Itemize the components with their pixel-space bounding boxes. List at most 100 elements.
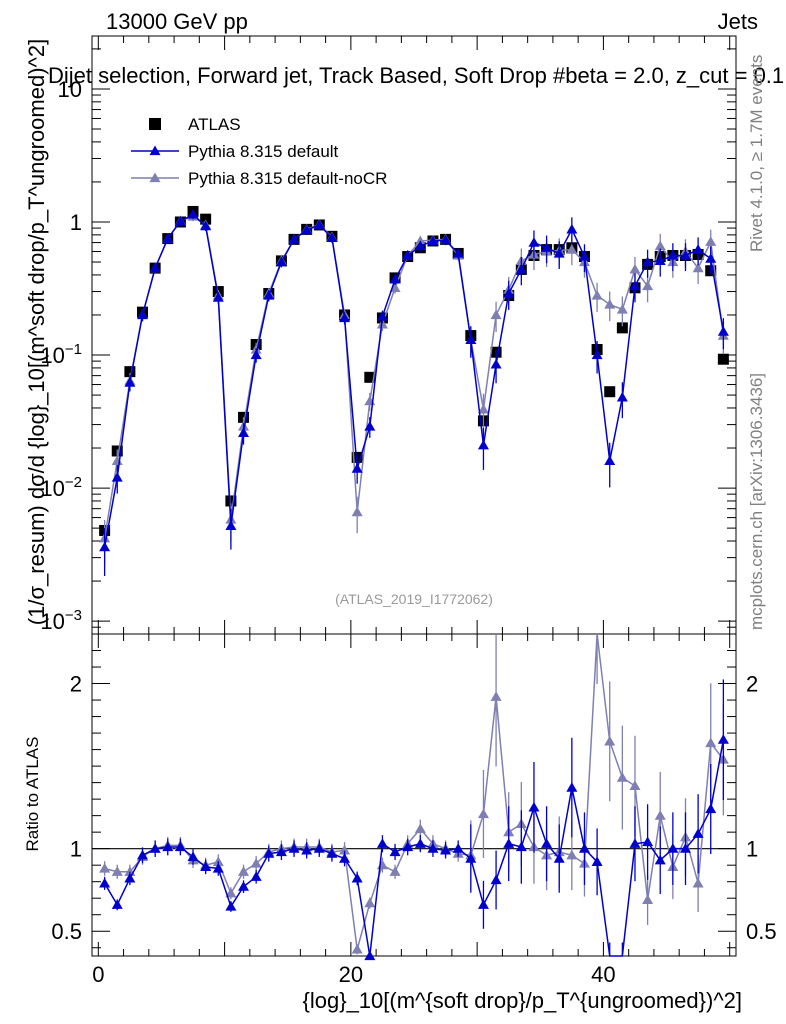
atlas-point: [717, 353, 729, 365]
pythia-default-ratio-point: [301, 844, 313, 855]
pythia-default-point: [503, 288, 515, 298]
pythia-default-point: [124, 377, 136, 387]
pythia-default-point: [465, 334, 477, 344]
pythia-nocr-line: [103, 215, 725, 539]
pythia-nocr-point: [490, 309, 502, 320]
pythia-default-point: [149, 262, 161, 273]
pythia-default-point: [427, 235, 439, 246]
pythia-default-ratio-point: [351, 872, 363, 883]
pythia-default-ratio-point: [667, 843, 679, 853]
pythia-nocr-ratio-point: [238, 866, 250, 876]
pythia-default-point: [187, 208, 199, 219]
pythia-nocr-ratio-point: [566, 849, 578, 860]
pythia-default-ratio-point: [162, 841, 174, 852]
pythia-default-point: [174, 215, 186, 226]
pythia-default-point: [414, 240, 426, 251]
header-jets: Jets: [718, 9, 758, 34]
pythia-default-point: [238, 427, 250, 437]
pythia-default-ratio-point: [137, 849, 149, 860]
pythia-default-point: [705, 253, 717, 263]
pythia-default-ratio-point: [339, 853, 351, 863]
pythia-default-ratio-point: [238, 881, 250, 891]
pythia-default-ratio-point: [705, 803, 717, 814]
pythia-default-ratio-point: [124, 872, 136, 883]
pythia-default-point: [301, 224, 313, 235]
pythia-default-ratio-point: [440, 844, 452, 855]
x-tick-label: 0: [92, 962, 104, 987]
pythia-default-point: [250, 349, 262, 360]
pythia-nocr-point: [604, 298, 616, 309]
pythia-default-ratio-point: [187, 851, 199, 862]
pythia-nocr-point: [616, 303, 628, 314]
pythia-nocr-point: [414, 235, 426, 246]
pythia-default-point: [288, 233, 300, 244]
pythia-default-ratio-point: [263, 848, 275, 858]
pythia-default-ratio-point: [149, 843, 161, 853]
pythia-default-ratio-point: [99, 877, 111, 888]
pythia-default-ratio-point: [692, 828, 704, 838]
legend-label: Pythia 8.315 default-noCR: [188, 169, 387, 188]
pythia-default-point: [263, 290, 275, 300]
pythia-nocr-ratio-point: [477, 808, 489, 819]
pythia-nocr-ratio-point: [389, 866, 401, 876]
legend-marker: [149, 145, 161, 156]
pythia-default-ratio-point: [389, 846, 401, 857]
atlas-point: [200, 213, 212, 225]
legend-label: Pythia 8.315 default: [188, 142, 339, 161]
ratio-tick-label: 1: [70, 837, 82, 862]
legend-label: ATLAS: [188, 115, 241, 134]
y-tick-label: 10−2: [40, 474, 82, 501]
pythia-default-ratio-point: [654, 854, 666, 865]
pythia-nocr-ratio-point: [225, 887, 237, 898]
x-axis-title: {log}_10[(m^{soft drop}/p_T^{ungroomed})…: [303, 988, 742, 1013]
pythia-nocr-point: [629, 263, 641, 274]
pythia-nocr-point: [376, 318, 388, 329]
pythia-nocr-ratio-point: [212, 856, 224, 867]
legend: ATLAS Pythia 8.315 default Pythia 8.315 de…: [131, 115, 387, 188]
pythia-default-point: [629, 280, 641, 291]
pythia-default-point: [402, 249, 414, 260]
pythia-nocr-ratio-point: [414, 823, 426, 833]
y-tick-label: 10: [58, 77, 82, 102]
pythia-default-point: [717, 326, 729, 336]
pythia-default-ratio-point: [364, 950, 376, 961]
pythia-nocr-ratio-point: [490, 691, 502, 701]
y-tick-label: 1: [70, 210, 82, 235]
pythia-default-ratio-point: [477, 899, 489, 909]
y-axis-title-ratio: Ratio to ATLAS: [23, 737, 42, 852]
pythia-nocr-ratio-point: [629, 780, 641, 791]
pythia-default-ratio-point: [376, 838, 388, 848]
rivet-label: Rivet 4.1.0, ≥ 1.7M events: [747, 55, 766, 252]
ratio-tick-label-right: 0.5: [746, 919, 777, 944]
y-tick-label: 10−3: [40, 607, 82, 634]
pythia-default-point: [616, 391, 628, 402]
pythia-default-point: [553, 247, 565, 258]
atlas-point: [616, 322, 628, 334]
pythia-default-ratio-point: [578, 843, 590, 853]
pythia-nocr-point: [566, 244, 578, 254]
pythia-default-point: [654, 255, 666, 266]
tick-labels: 0 20 40 10−3 10−2 10−1 1 10 0.5 0.5 1 1 2 2: [40, 77, 776, 987]
pythia-default-point: [111, 472, 123, 482]
pythia-default-point: [364, 421, 376, 431]
pythia-nocr-point: [591, 290, 603, 300]
pythia-default-point: [515, 263, 527, 274]
pythia-default-point: [137, 309, 149, 320]
pythia-default-ratio-point: [288, 843, 300, 853]
pythia-default-point: [528, 237, 540, 247]
mcplots-label: mcplots.cern.ch [arXiv:1306.3436]: [747, 373, 766, 630]
pythia-default-line: [103, 213, 725, 548]
pythia-default-ratio-point: [490, 874, 502, 885]
x-tick-label: 40: [591, 962, 615, 987]
pythia-default-point: [339, 312, 351, 323]
pythia-default-ratio-point: [111, 899, 123, 909]
pythia-default-ratio-point: [566, 782, 578, 792]
atlas-point: [225, 495, 237, 507]
legend-marker: [149, 118, 161, 130]
pythia-default-ratio-point: [414, 838, 426, 848]
pythia-default-ratio-point: [642, 836, 654, 847]
pythia-default-point: [477, 439, 489, 450]
analysis-id: (ATLAS_2019_I1772062): [335, 591, 493, 607]
pythia-nocr-ratio-point: [705, 737, 717, 748]
